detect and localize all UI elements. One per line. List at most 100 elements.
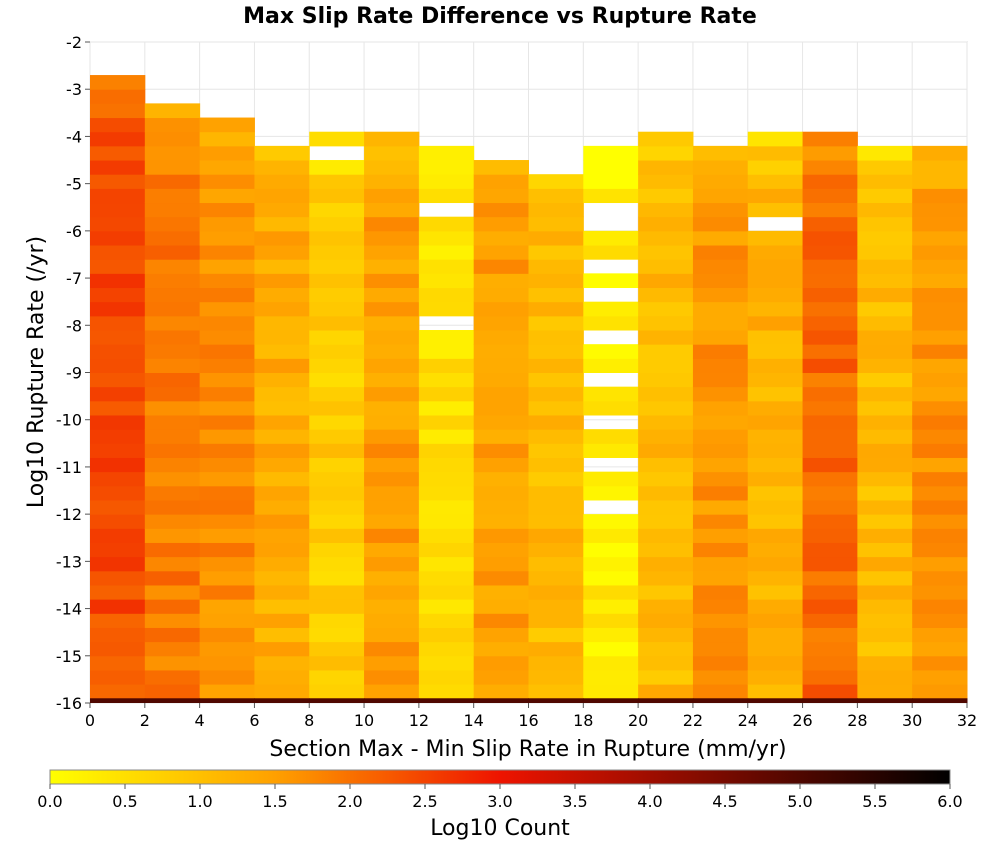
- heatmap-cell: [199, 174, 255, 189]
- heatmap-cell: [418, 514, 475, 529]
- heatmap-cell: [528, 684, 584, 699]
- heatmap-cell: [90, 131, 146, 147]
- heatmap-cell-bottom: [90, 698, 146, 703]
- heatmap-cell: [747, 273, 804, 289]
- heatmap-cell: [692, 556, 749, 572]
- heatmap-cell: [473, 273, 529, 289]
- y-tick-label: -13: [56, 552, 82, 571]
- heatmap-cell: [747, 471, 804, 487]
- heatmap-cell: [857, 429, 913, 444]
- heatmap-cell-bottom: [254, 698, 310, 703]
- heatmap-cell: [692, 400, 749, 416]
- heatmap-cell: [144, 641, 201, 657]
- heatmap-cell: [528, 188, 584, 204]
- heatmap-cell: [199, 216, 255, 232]
- heatmap-cell: [528, 599, 584, 614]
- heatmap-cell: [199, 315, 255, 331]
- heatmap-cell: [912, 429, 968, 444]
- heatmap-cell: [802, 315, 858, 331]
- heatmap-cell: [199, 613, 255, 628]
- heatmap-cell: [144, 499, 201, 515]
- heatmap-cell: [90, 330, 146, 345]
- heatmap-cell: [912, 457, 968, 473]
- heatmap-cell: [802, 145, 858, 161]
- heatmap-cell: [90, 287, 146, 303]
- heatmap-cell: [90, 202, 146, 218]
- heatmap-cell: [528, 174, 584, 189]
- heatmap-cell: [309, 641, 365, 657]
- heatmap-cell: [802, 188, 858, 204]
- y-tick-label: -7: [66, 269, 82, 288]
- heatmap-cell: [364, 485, 420, 501]
- y-tick-label: -8: [66, 316, 82, 335]
- heatmap-cell: [144, 174, 201, 189]
- heatmap-cell: [912, 273, 968, 289]
- heatmap-cell: [912, 542, 968, 558]
- heatmap-cell: [638, 669, 694, 685]
- heatmap-cell: [144, 485, 201, 501]
- heatmap-cell: [912, 669, 968, 685]
- heatmap-cell: [583, 160, 639, 175]
- heatmap-cell: [638, 443, 694, 458]
- heatmap-cell: [638, 174, 694, 189]
- heatmap-cell: [418, 443, 475, 458]
- heatmap-cell: [528, 230, 584, 246]
- heatmap-cell: [309, 188, 365, 204]
- heatmap-cell: [912, 684, 968, 699]
- heatmap-cell: [144, 188, 201, 204]
- heatmap-cell: [144, 627, 201, 643]
- heatmap-cell: [254, 429, 310, 444]
- heatmap-cell: [473, 344, 529, 359]
- y-tick-label: -4: [66, 127, 82, 146]
- heatmap-cell: [473, 684, 529, 699]
- heatmap-cell: [473, 499, 529, 515]
- heatmap-cell: [90, 273, 146, 289]
- heatmap-cell: [90, 443, 146, 458]
- heatmap-cell: [309, 471, 365, 487]
- heatmap-cell: [473, 372, 529, 388]
- heatmap-cell: [254, 669, 310, 685]
- heatmap-cell: [528, 414, 584, 430]
- heatmap-cell: [747, 202, 804, 218]
- heatmap-cell: [473, 287, 529, 303]
- heatmap-cell: [747, 259, 804, 274]
- heatmap-cell: [638, 528, 694, 543]
- heatmap-cell: [857, 556, 913, 572]
- heatmap-cell: [144, 160, 201, 175]
- heatmap-cell: [638, 245, 694, 260]
- heatmap-cell: [473, 641, 529, 657]
- heatmap-cell: [638, 386, 694, 402]
- heatmap-cell: [254, 414, 310, 430]
- heatmap-cell: [912, 230, 968, 246]
- heatmap-cell: [199, 414, 255, 430]
- x-tick-label: 18: [573, 711, 593, 730]
- heatmap-cell: [254, 613, 310, 628]
- heatmap-cell: [802, 414, 858, 430]
- heatmap-cell: [364, 584, 420, 600]
- heatmap-cell: [528, 330, 584, 345]
- heatmap-cell: [857, 499, 913, 515]
- heatmap-cell: [528, 245, 584, 260]
- heatmap-cell: [528, 287, 584, 303]
- heatmap-cell: [528, 386, 584, 402]
- heatmap-cell: [528, 613, 584, 628]
- heatmap-cell: [90, 160, 146, 175]
- heatmap-cell: [638, 429, 694, 444]
- heatmap-cell: [473, 457, 529, 473]
- heatmap-cell: [199, 485, 255, 501]
- heatmap-cell: [473, 556, 529, 572]
- heatmap-cell: [254, 584, 310, 600]
- heatmap-cell: [309, 613, 365, 628]
- heatmap-cell: [912, 655, 968, 671]
- heatmap-cell: [364, 315, 420, 331]
- heatmap-cell: [692, 160, 749, 175]
- heatmap-cell: [857, 358, 913, 373]
- heatmap-cell: [90, 570, 146, 586]
- y-tick-label: -16: [56, 694, 82, 713]
- heatmap-cell: [144, 429, 201, 444]
- heatmap-cell: [857, 372, 913, 388]
- heatmap-cell: [692, 344, 749, 359]
- heatmap-cell: [254, 514, 310, 529]
- heatmap-cell: [747, 556, 804, 572]
- heatmap-cell: [473, 386, 529, 402]
